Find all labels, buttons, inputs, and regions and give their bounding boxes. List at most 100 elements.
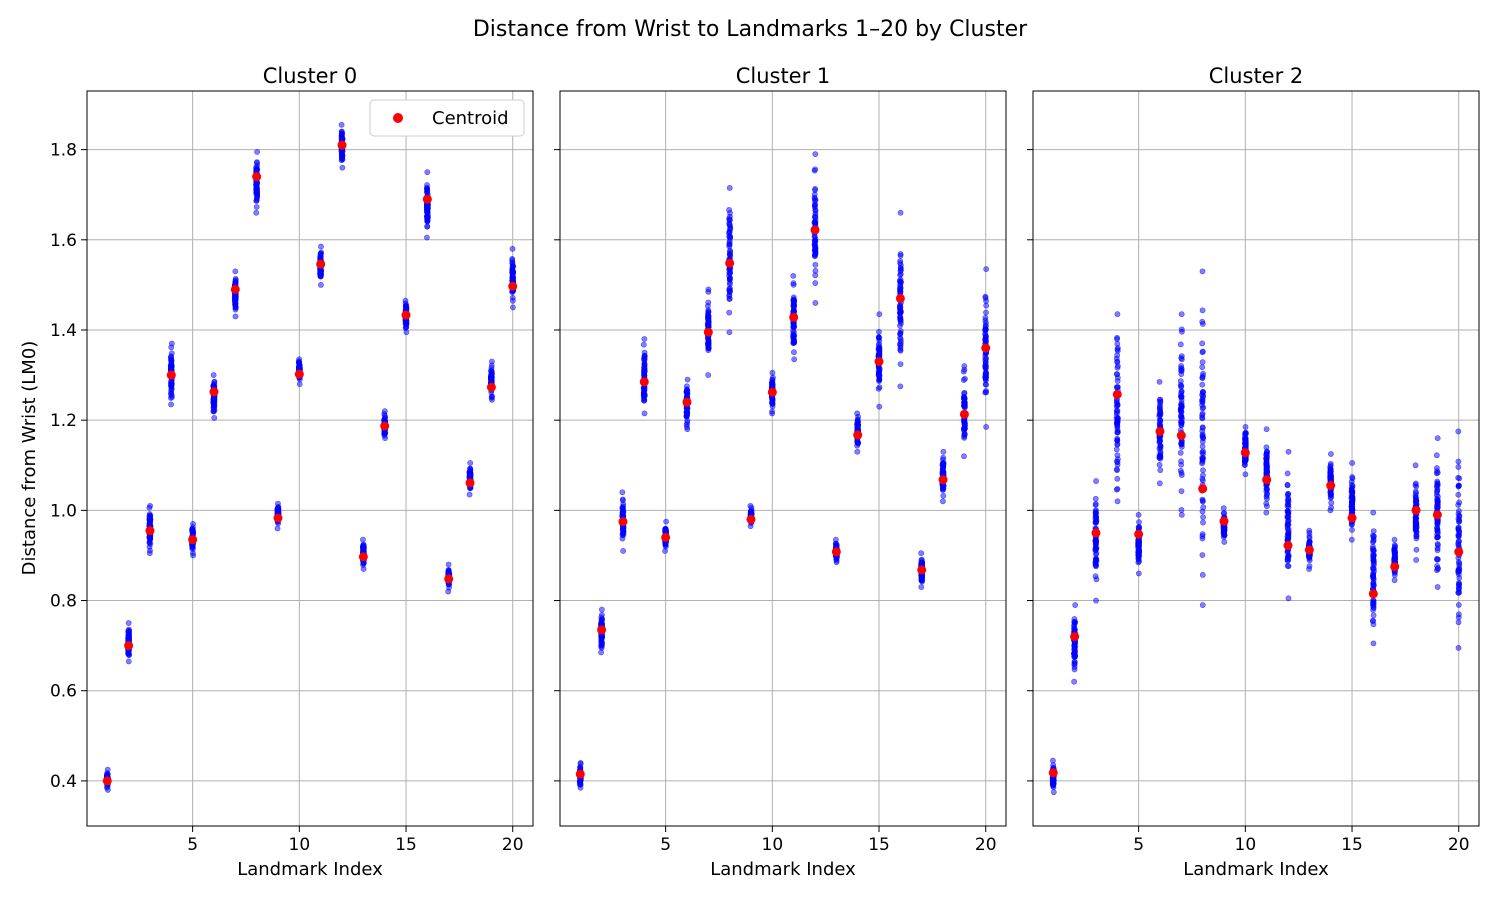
sample-point <box>253 209 260 216</box>
sample-point <box>509 297 516 304</box>
sample-point <box>1114 407 1121 414</box>
sample-point <box>168 385 175 392</box>
sample-point <box>1114 363 1121 369</box>
sample-point <box>318 243 324 250</box>
sample-point <box>210 401 217 408</box>
sample-point <box>1114 456 1121 463</box>
sample-point <box>1455 614 1462 621</box>
cluster-0-x-axis-label: Landmark Index <box>237 859 383 880</box>
sample-point <box>1455 502 1462 508</box>
sample-point <box>1093 562 1100 569</box>
sample-point <box>1157 467 1164 474</box>
sample-point <box>726 206 733 213</box>
sample-point <box>1156 378 1163 385</box>
sample-point <box>1199 340 1206 347</box>
sample-point <box>1433 452 1440 459</box>
sample-point <box>1199 433 1206 439</box>
sample-point <box>727 234 734 241</box>
centroid-point <box>294 369 304 379</box>
sample-point <box>210 382 217 389</box>
sample-point <box>488 370 495 377</box>
sample-point <box>1264 490 1271 497</box>
cluster-1-panel: Cluster 1 Landmark Index 5 10 15 20 <box>554 64 1007 880</box>
sample-point <box>1434 496 1440 502</box>
sample-point <box>1114 435 1121 442</box>
sample-point <box>983 302 990 309</box>
sample-point <box>1114 429 1121 435</box>
sample-point <box>274 525 281 532</box>
sample-point <box>488 394 495 401</box>
sample-point <box>962 431 968 438</box>
sample-point <box>1284 508 1291 515</box>
sample-point <box>1306 557 1313 564</box>
sample-point <box>897 265 904 272</box>
sample-point <box>1072 602 1079 608</box>
centroid-point <box>465 478 475 488</box>
centroid-point <box>1283 541 1293 551</box>
sample-point <box>509 245 516 252</box>
sample-point <box>1370 564 1376 571</box>
sample-point <box>1199 364 1206 371</box>
sample-point <box>317 281 324 288</box>
sample-point <box>1349 506 1355 513</box>
sample-point <box>940 492 947 499</box>
sample-point <box>896 285 903 292</box>
sample-point <box>812 166 819 173</box>
cluster-1-title: Cluster 1 <box>736 64 831 88</box>
centroid-point <box>1155 426 1165 436</box>
sample-point <box>1328 504 1335 511</box>
sample-point <box>1093 576 1100 583</box>
sample-point <box>1370 612 1377 619</box>
sample-point <box>790 280 797 287</box>
sample-point <box>897 340 904 347</box>
sample-point <box>1328 499 1335 506</box>
centroid-point <box>1304 545 1314 555</box>
x-tick-label: 15 <box>395 835 417 855</box>
sample-point <box>726 185 733 191</box>
centroid-point <box>1048 768 1058 778</box>
sample-point <box>1412 462 1419 469</box>
sample-point <box>211 415 218 421</box>
centroid-point <box>316 259 326 269</box>
sample-point <box>855 413 862 420</box>
centroid-point <box>661 532 671 542</box>
cluster-0-panel: Cluster 0 Landmark Index 5 10 15 20 0.4 0.6 0.… <box>50 64 534 880</box>
sample-point <box>641 392 648 399</box>
centroid-point <box>639 377 649 387</box>
centroid-point <box>981 343 991 353</box>
sample-point <box>705 344 712 351</box>
sample-point <box>1455 482 1462 489</box>
sample-point <box>1092 513 1099 520</box>
sample-point <box>1071 678 1078 685</box>
sample-point <box>1178 461 1185 468</box>
centroid-point <box>1112 389 1122 399</box>
sample-point <box>1242 439 1249 446</box>
sample-point <box>1199 372 1206 379</box>
sample-point <box>983 334 989 341</box>
sample-point <box>1177 378 1184 384</box>
centroid-point <box>124 641 134 651</box>
sample-point <box>1199 412 1206 418</box>
sample-point <box>1284 481 1291 488</box>
sample-point <box>1113 466 1120 473</box>
centroid-point <box>682 397 692 407</box>
sample-point <box>1114 415 1121 422</box>
sample-point <box>1114 498 1121 505</box>
sample-point <box>424 209 431 216</box>
sample-point <box>1413 546 1420 553</box>
sample-point <box>210 372 217 378</box>
centroid-point <box>273 513 283 523</box>
centroid-point <box>145 526 155 536</box>
sample-point <box>1178 311 1185 318</box>
sample-point <box>1200 519 1206 526</box>
sample-point <box>896 309 903 316</box>
sample-point <box>1285 448 1292 455</box>
sample-point <box>1456 518 1463 525</box>
sample-point <box>1135 548 1142 555</box>
sample-point <box>1285 563 1292 570</box>
sample-point <box>684 376 691 383</box>
sample-point <box>1092 502 1099 508</box>
sample-point <box>1434 468 1440 475</box>
sample-point <box>1434 584 1441 590</box>
sample-point <box>982 314 989 321</box>
